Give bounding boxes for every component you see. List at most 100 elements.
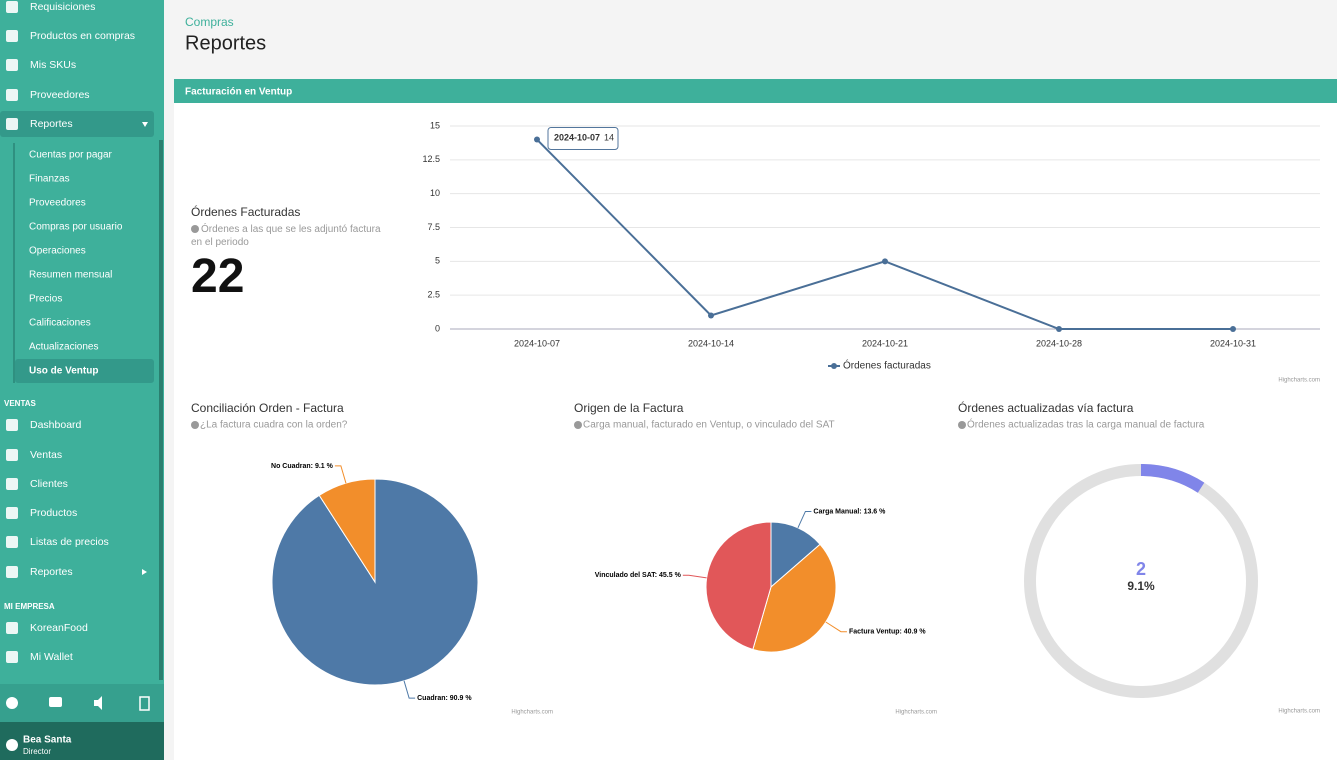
- user-role: Director: [23, 747, 51, 756]
- tooltip-x: 2024-10-07: [554, 133, 600, 143]
- menu-icon: [6, 651, 18, 663]
- kpi-subtitle: Órdenes a las que se les adjuntó factura…: [191, 224, 381, 248]
- data-label: No Cuadran: 9.1 %: [271, 463, 334, 470]
- chart-subtitle: ¿La factura cuadra con la orden?: [200, 420, 348, 431]
- connector: [403, 680, 416, 699]
- y-tick-label: 12.5: [422, 154, 440, 164]
- user-name: Bea Santa: [23, 735, 72, 746]
- menu-item[interactable]: Productos en compras: [30, 30, 135, 42]
- point[interactable]: [1230, 326, 1236, 332]
- tooltip: [547, 127, 619, 151]
- data-label: Carga Manual: 13.6 %: [813, 508, 886, 515]
- menu-item[interactable]: Actualizaciones: [29, 342, 98, 353]
- menu-item[interactable]: Resumen mensual: [29, 270, 112, 281]
- x-tick-label: 2024-10-07: [514, 338, 560, 348]
- credits: Highcharts.com: [1278, 709, 1320, 715]
- point[interactable]: [882, 258, 888, 265]
- help-icon[interactable]: [6, 697, 18, 709]
- menu-item[interactable]: KoreanFood: [30, 622, 88, 634]
- x-tick-label: 2024-10-31: [1210, 338, 1256, 348]
- menu-icon: [6, 507, 18, 519]
- donut-arc: [1140, 464, 1205, 493]
- chart-subtitle: Carga manual, facturado en Ventup, o vin…: [583, 420, 835, 431]
- x-tick-label: 2024-10-14: [688, 338, 734, 348]
- pie-slice[interactable]: [271, 478, 479, 686]
- data-label: Factura Ventup: 40.9 %: [849, 629, 926, 636]
- user-area: [0, 722, 164, 760]
- menu-icon: [6, 118, 18, 130]
- help-icon: [574, 421, 582, 429]
- menu-item[interactable]: Proveedores: [30, 89, 90, 101]
- point[interactable]: [534, 136, 540, 143]
- caret-right: [142, 569, 147, 575]
- y-tick-label: 10: [430, 188, 440, 198]
- kpi-subtitle-wrap: Órdenes a las que se les adjuntó factura…: [191, 223, 386, 249]
- chart-title: Origen de la Factura: [574, 401, 684, 415]
- kpi-title: Órdenes Facturadas: [191, 205, 301, 219]
- menu-icon: [6, 478, 18, 490]
- caret-down: [142, 122, 148, 127]
- data-label: Cuadran: 90.9 %: [417, 695, 472, 702]
- menu-item[interactable]: Reportes: [30, 118, 73, 130]
- legend-marker: [831, 363, 837, 369]
- submenu-line: [13, 143, 15, 383]
- menu-item[interactable]: Dashboard: [30, 419, 82, 431]
- menu-item[interactable]: Proveedores: [29, 198, 86, 209]
- credits: Highcharts.com: [1278, 378, 1320, 384]
- tooltip-text: 2024-10-07 14: [554, 133, 614, 143]
- pie-slice[interactable]: [770, 521, 821, 589]
- page-title: Reportes: [185, 32, 266, 54]
- menu-item[interactable]: Uso de Ventup: [29, 366, 98, 377]
- menu-icon: [6, 566, 18, 578]
- help-icon: [191, 225, 199, 233]
- menu-item[interactable]: Operaciones: [29, 246, 86, 257]
- chat-icon[interactable]: [49, 697, 62, 707]
- y-tick-label: 15: [430, 120, 440, 130]
- pie-slice[interactable]: [752, 543, 837, 653]
- menu-icon: [6, 89, 18, 101]
- menu-item[interactable]: Ventas: [30, 449, 62, 461]
- connector: [334, 465, 347, 484]
- menu-item[interactable]: Clientes: [30, 478, 68, 490]
- breadcrumb[interactable]: Compras: [185, 15, 234, 29]
- menu-icon: [6, 622, 18, 634]
- menu-item[interactable]: Precios: [29, 294, 62, 305]
- scrollbar: [159, 140, 163, 680]
- menu-item[interactable]: Finanzas: [29, 174, 70, 185]
- menu-item[interactable]: Compras por usuario: [29, 222, 123, 233]
- menu-icon: [6, 30, 18, 42]
- menu-item[interactable]: Productos: [30, 507, 77, 519]
- menu-item[interactable]: Requisiciones: [30, 1, 95, 13]
- active-item: [0, 111, 154, 137]
- legend-label[interactable]: Órdenes facturadas: [843, 359, 931, 372]
- pie-slice[interactable]: [705, 521, 772, 651]
- x-tick-label: 2024-10-21: [862, 338, 908, 348]
- menu-item[interactable]: Mi Wallet: [30, 651, 73, 663]
- connector: [797, 510, 812, 529]
- section-title: MI EMPRESA: [4, 602, 55, 611]
- menu-item[interactable]: Cuentas por pagar: [29, 150, 113, 161]
- menu-icon: [6, 536, 18, 548]
- sound-icon[interactable]: [94, 696, 102, 710]
- chart-title: Órdenes actualizadas vía factura: [958, 400, 1134, 415]
- menu-item[interactable]: Reportes: [30, 566, 73, 578]
- data-label: Vinculado del SAT: 45.5 %: [595, 572, 682, 579]
- donut-percent: 9.1%: [1127, 579, 1155, 593]
- kpi-value: 22: [191, 250, 245, 303]
- menu-icon: [6, 449, 18, 461]
- pie-slice[interactable]: [318, 478, 376, 584]
- menu-item[interactable]: Mis SKUs: [30, 59, 76, 71]
- point[interactable]: [708, 312, 714, 319]
- y-tick-label: 0: [435, 323, 440, 333]
- menu-item[interactable]: Listas de precios: [30, 536, 109, 548]
- section-title: VENTAS: [4, 399, 37, 408]
- menu-item[interactable]: Calificaciones: [29, 318, 91, 329]
- point[interactable]: [1056, 326, 1062, 332]
- logout-icon[interactable]: [139, 696, 150, 711]
- help-icon: [958, 421, 966, 429]
- footer-bar: [0, 684, 164, 722]
- kpi: Órdenes Facturadas Órdenes a las que se …: [191, 205, 386, 304]
- y-tick-label: 2.5: [427, 290, 440, 300]
